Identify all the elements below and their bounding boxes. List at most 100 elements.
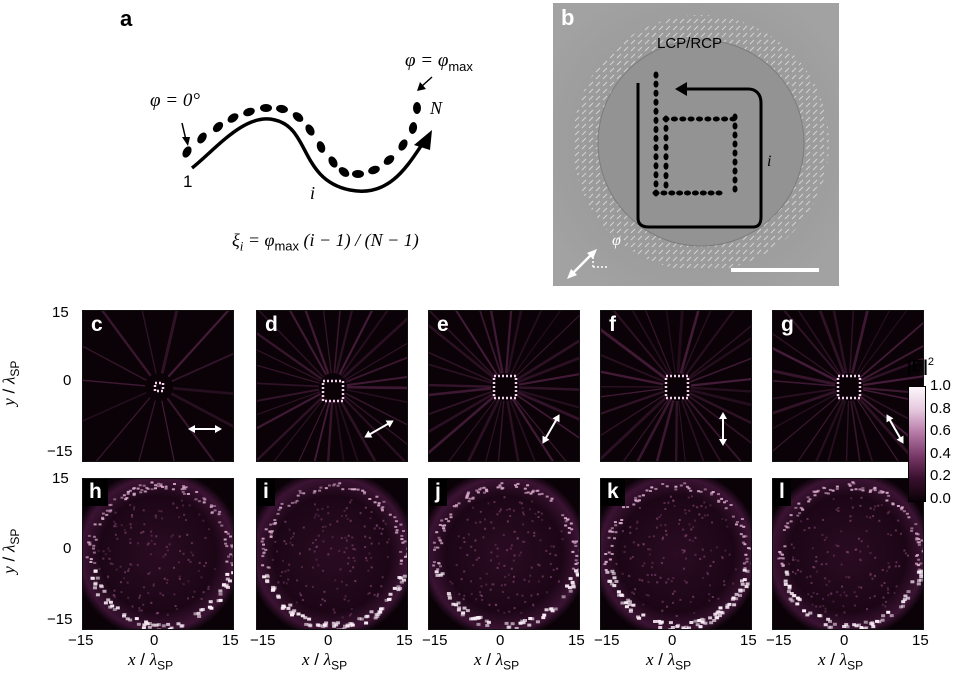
x-tick: 15 <box>222 632 239 649</box>
b-slit <box>732 122 738 130</box>
b-slit <box>696 116 703 122</box>
formula-xi: ξ <box>232 230 240 250</box>
x-tick: 15 <box>568 632 585 649</box>
x-label-var: x <box>128 650 136 669</box>
colorbar-tick: 0.6 <box>930 422 951 439</box>
b-slit <box>653 153 659 161</box>
x-tick: 15 <box>396 632 413 649</box>
polarization-label: LCP/RCP <box>657 35 723 52</box>
x-tick: −15 <box>594 632 620 649</box>
colorbar-tick: 0.2 <box>930 467 951 484</box>
field-panel-h: h <box>82 478 234 630</box>
panel-a-schematic <box>181 76 433 193</box>
nanoslit <box>227 113 239 123</box>
b-slit <box>676 190 684 196</box>
phi-end-sub: max <box>448 58 473 74</box>
b-slit <box>663 181 669 189</box>
x-tick: −15 <box>422 632 448 649</box>
panel-b-sem-image: b LCP/RCP i φ <box>553 3 839 286</box>
b-slit <box>653 126 659 133</box>
b-slit <box>732 158 738 166</box>
b-slit <box>732 167 738 175</box>
panel-letter-k: k <box>601 479 625 506</box>
phi-end-label: φ = φmax <box>405 50 473 74</box>
b-slit <box>653 180 659 188</box>
x-axis-label: x / λSP <box>128 650 173 672</box>
x-tick: 0 <box>150 632 159 649</box>
nanoslit <box>352 170 364 178</box>
index-N-label: N <box>430 98 443 118</box>
b-slit <box>704 116 712 122</box>
index-1-label: 1 <box>183 172 193 191</box>
formula-eq: = φ <box>243 230 275 250</box>
b-slit <box>699 190 707 196</box>
panel-letter-j: j <box>429 479 447 506</box>
b-slit <box>721 116 729 122</box>
b-slit <box>653 80 659 88</box>
y-label-sep: / <box>0 552 19 567</box>
b-slit <box>653 135 659 142</box>
panel-letter-h: h <box>83 479 108 506</box>
y-tick-bottom-15: 15 <box>52 470 69 487</box>
y-tick-top-neg15: −15 <box>47 443 73 460</box>
field-panel-g: g <box>772 310 924 462</box>
polarization-arrow-icon <box>364 420 394 438</box>
panel-a: a φ = 0° φ = φmax 1 i N ξi = φmax (i − 1… <box>0 0 540 290</box>
y-tick-top-0: 0 <box>63 372 72 389</box>
b-slit <box>670 116 678 122</box>
y-axis-label-bottom: y / λSP <box>0 529 22 574</box>
b-slit <box>712 116 720 122</box>
b-slit <box>663 124 669 132</box>
y-label-sub: SP <box>7 528 22 545</box>
polarization-arrow-icon <box>188 425 222 433</box>
x-label-sub: SP <box>847 658 864 673</box>
y-tick-bottom-0: 0 <box>63 540 72 557</box>
nanoslit <box>338 167 350 177</box>
x-label-sep: / <box>135 650 150 669</box>
x-label-sep: / <box>309 650 324 669</box>
x-tick: 0 <box>840 632 849 649</box>
b-slit <box>663 162 669 170</box>
b-phi-label: φ <box>612 232 621 249</box>
x-axis-label: x / λSP <box>302 650 347 672</box>
phi-start-label: φ = 0° <box>150 90 200 111</box>
x-label-sep: / <box>825 650 840 669</box>
polarization-arrow-icon <box>542 414 560 444</box>
x-tick: −15 <box>68 632 94 649</box>
x-tick: −15 <box>766 632 792 649</box>
polarization-arrow-icon <box>719 412 727 446</box>
nanoslit <box>292 112 304 122</box>
panel-letter-f: f <box>609 313 616 336</box>
nanoslit-chain <box>182 102 421 178</box>
b-slit <box>660 190 668 196</box>
panel-letter-e: e <box>437 313 449 336</box>
nanoslit <box>260 104 272 112</box>
nanoslit <box>398 139 408 151</box>
x-label-sub: SP <box>503 658 520 673</box>
b-slit <box>663 153 669 161</box>
scale-bar <box>731 268 819 272</box>
y-label-var: y <box>0 566 19 574</box>
b-slit <box>653 116 659 124</box>
b-slit <box>687 116 695 122</box>
nanoslit <box>383 155 395 165</box>
b-slit <box>663 143 669 151</box>
x-tick: 15 <box>912 632 929 649</box>
y-tick-bottom-neg15: −15 <box>47 611 73 628</box>
b-slit <box>663 134 669 142</box>
x-label-sep: / <box>481 650 496 669</box>
y-label-lambda: λ <box>0 544 19 553</box>
trajectory-arrowhead <box>414 130 432 150</box>
b-slit <box>684 190 691 196</box>
trajectory-arrow <box>190 117 427 193</box>
panel-b-letter: b <box>561 5 575 30</box>
b-slit <box>653 71 659 79</box>
formula-i-sub: i <box>239 238 244 254</box>
x-label-sub: SP <box>157 658 174 673</box>
panel-a-letter: a <box>120 6 133 31</box>
x-label-lambda: λ <box>149 650 158 669</box>
nanoslit <box>182 146 192 158</box>
b-slit <box>653 89 659 97</box>
x-label-var: x <box>302 650 310 669</box>
nanoslit <box>316 141 326 153</box>
